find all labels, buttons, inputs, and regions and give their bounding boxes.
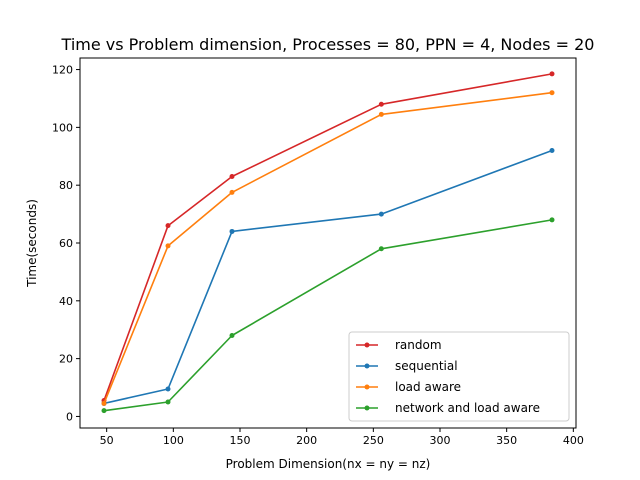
x-tick-label: 50: [100, 434, 114, 447]
y-tick-label: 0: [66, 410, 73, 423]
y-axis-label: Time(seconds): [25, 199, 39, 288]
data-point: [378, 211, 384, 217]
data-point: [229, 189, 235, 195]
x-tick-label: 350: [496, 434, 517, 447]
y-tick-label: 100: [52, 121, 73, 134]
data-point: [229, 174, 235, 180]
data-point: [378, 101, 384, 107]
legend-marker: [364, 384, 370, 390]
legend-label: sequential: [395, 359, 458, 373]
data-point: [378, 246, 384, 252]
legend: random sequential load aware network and lo…: [348, 331, 570, 422]
y-tick-label: 20: [59, 353, 73, 366]
x-tick-label: 150: [230, 434, 251, 447]
data-point: [229, 228, 235, 234]
data-point: [165, 386, 171, 392]
data-point: [165, 223, 171, 229]
data-point: [101, 400, 107, 406]
y-axis-ticks: 0 20 40 60 80 100 120: [52, 64, 80, 423]
legend-marker: [364, 405, 370, 411]
data-point: [229, 333, 235, 338]
legend-label: random: [395, 338, 442, 352]
y-tick-label: 80: [59, 179, 73, 192]
data-point: [549, 90, 555, 96]
legend-marker: [364, 342, 370, 348]
data-point: [549, 71, 555, 77]
x-axis-ticks: 50 100 150 200 250 300 350 400: [100, 428, 584, 447]
plot-frame: [79, 57, 577, 429]
legend-label: network and load aware: [395, 401, 540, 415]
legend-marker: [364, 363, 370, 369]
x-axis-label: Problem Dimension(nx = ny = nz): [226, 457, 431, 471]
x-tick-label: 400: [563, 434, 584, 447]
y-tick-label: 120: [52, 64, 73, 77]
legend-box: [348, 331, 570, 422]
chart-title: Time vs Problem dimension, Processes = 8…: [61, 35, 595, 54]
x-tick-label: 100: [163, 434, 184, 447]
x-tick-label: 300: [430, 434, 451, 447]
x-tick-label: 200: [296, 434, 317, 447]
data-point: [165, 399, 171, 405]
data-point: [378, 111, 384, 117]
data-point: [549, 148, 555, 153]
data-point: [165, 243, 171, 249]
legend-label: load aware: [395, 380, 461, 394]
y-tick-label: 40: [59, 295, 73, 308]
plot-area: [101, 71, 555, 414]
y-tick-label: 60: [59, 237, 73, 250]
x-tick-label: 250: [363, 434, 384, 447]
data-point: [549, 217, 555, 223]
data-point: [101, 408, 107, 414]
